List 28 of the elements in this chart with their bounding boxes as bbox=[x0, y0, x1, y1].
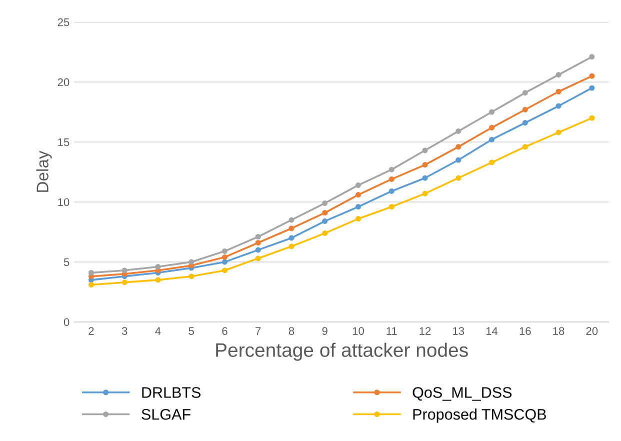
x-tick-label: 13 bbox=[453, 327, 464, 335]
x-tick-label: 2 bbox=[88, 327, 94, 335]
x-tick-label: 11 bbox=[386, 327, 397, 335]
x-tick-label: 9 bbox=[322, 327, 328, 335]
x-tick-label: 12 bbox=[420, 327, 431, 335]
y-tick-label: 10 bbox=[58, 198, 70, 206]
y-tick-label: 25 bbox=[58, 18, 70, 26]
legend-label: DRLBTS bbox=[142, 387, 201, 398]
x-tick-label: 8 bbox=[288, 327, 294, 335]
x-tick-label: 7 bbox=[256, 327, 261, 335]
x-tick-label: 14 bbox=[486, 327, 498, 335]
y-tick-label: 5 bbox=[64, 258, 70, 266]
y-axis-title: Delay bbox=[36, 150, 52, 192]
y-tick-label: 15 bbox=[58, 138, 70, 146]
legend-label: Proposed TMSCQB bbox=[413, 408, 546, 423]
x-tick-label: 6 bbox=[222, 327, 228, 335]
x-tick-label: 3 bbox=[122, 327, 128, 335]
x-tick-label: 10 bbox=[352, 327, 364, 335]
legend-label: SLGAF bbox=[142, 408, 190, 420]
y-tick-label: 0 bbox=[64, 318, 70, 326]
x-tick-label: 18 bbox=[553, 327, 564, 335]
x-tick-label: 5 bbox=[188, 327, 194, 335]
y-tick-label: 20 bbox=[58, 78, 70, 86]
x-tick-label: 4 bbox=[155, 327, 161, 335]
x-tick-label: 20 bbox=[586, 327, 598, 335]
x-tick-label: 16 bbox=[520, 327, 531, 335]
legend-label: QoS_ML_DSS bbox=[412, 387, 512, 401]
x-axis-title: Percentage of attacker nodes bbox=[216, 342, 468, 361]
